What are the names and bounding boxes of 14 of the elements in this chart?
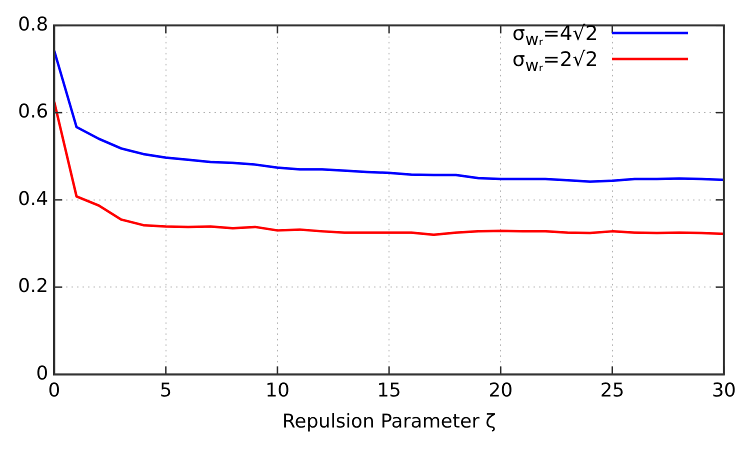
legend-label: σ$_{wᵣ}$=4√2 bbox=[512, 20, 598, 49]
x-axis-title: Repulsion Parameter ζ bbox=[282, 410, 496, 433]
y-tick-label: 0 bbox=[36, 362, 48, 384]
legend-label: σ$_{wᵣ}$=2√2 bbox=[512, 46, 598, 75]
x-tick-label: 15 bbox=[376, 380, 402, 402]
x-tick-label: 25 bbox=[600, 380, 624, 402]
y-tick-label: 0.4 bbox=[18, 188, 48, 210]
x-tick-label: 10 bbox=[265, 380, 290, 402]
y-tick-label: 0.6 bbox=[18, 100, 48, 123]
y-tick-label: 0.8 bbox=[18, 13, 48, 36]
x-tick-label: 30 bbox=[712, 380, 736, 402]
x-tick-label: 5 bbox=[160, 380, 172, 402]
y-tick-label: 0.2 bbox=[18, 275, 48, 298]
x-tick-label: 20 bbox=[488, 380, 513, 402]
